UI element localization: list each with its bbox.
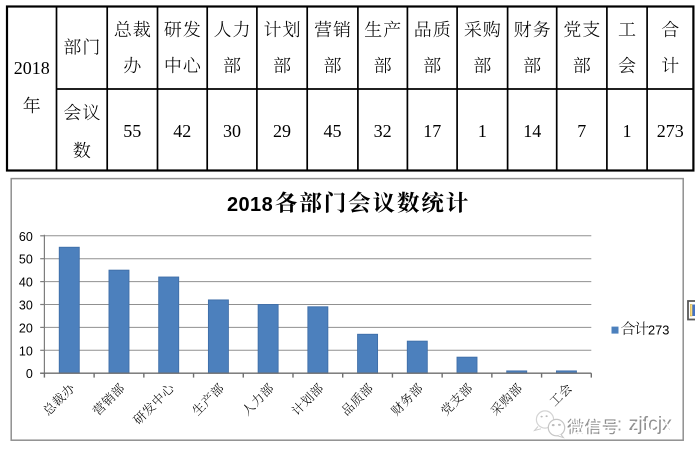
svg-text:60: 60 (19, 230, 33, 244)
svg-text:273: 273 (657, 121, 684, 141)
svg-text:17: 17 (423, 121, 441, 141)
svg-text::: : (617, 415, 622, 435)
svg-text:42: 42 (173, 121, 191, 141)
svg-text:zjfcjx: zjfcjx (630, 415, 674, 437)
svg-text:29: 29 (273, 121, 291, 141)
svg-text:30: 30 (19, 299, 33, 313)
svg-text:20: 20 (19, 321, 33, 335)
svg-text:1: 1 (623, 121, 632, 141)
svg-text:7: 7 (577, 121, 586, 141)
svg-text:2018: 2018 (14, 58, 50, 78)
svg-text:14: 14 (523, 121, 541, 141)
svg-text:40: 40 (19, 276, 33, 290)
svg-text:zjfcjx: zjfcjx (629, 413, 673, 435)
svg-text:45: 45 (324, 121, 342, 141)
svg-text:0: 0 (26, 367, 33, 381)
svg-text:273: 273 (648, 323, 669, 338)
svg-text:1: 1 (478, 121, 487, 141)
svg-text:32: 32 (374, 121, 392, 141)
svg-text:50: 50 (19, 253, 33, 267)
svg-text:10: 10 (19, 344, 33, 358)
svg-text:30: 30 (223, 121, 241, 141)
svg-text:55: 55 (123, 121, 141, 141)
svg-text:2018: 2018 (227, 194, 273, 216)
